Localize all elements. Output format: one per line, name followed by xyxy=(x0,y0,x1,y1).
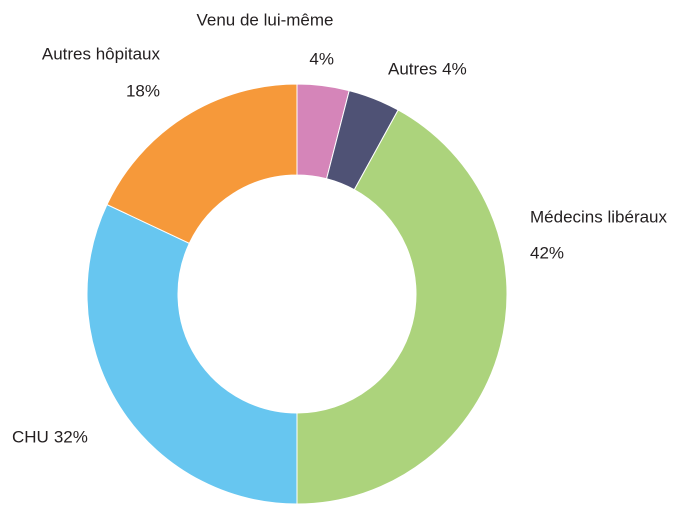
value-label: 32% xyxy=(54,427,88,446)
category-label: CHU xyxy=(12,427,49,446)
category-label: Autres xyxy=(388,59,437,78)
category-label: Venu de lui-même xyxy=(196,10,333,29)
value-label: 18% xyxy=(126,81,160,100)
category-label: Médecins libéraux xyxy=(530,207,668,226)
value-label: 4% xyxy=(309,49,334,68)
donut-segment xyxy=(296,109,508,505)
donut-segment xyxy=(86,203,298,505)
donut-segment xyxy=(106,83,298,244)
value-label: 4% xyxy=(442,59,467,78)
category-label: Autres hôpitaux xyxy=(42,44,161,63)
value-label: 42% xyxy=(530,243,564,262)
